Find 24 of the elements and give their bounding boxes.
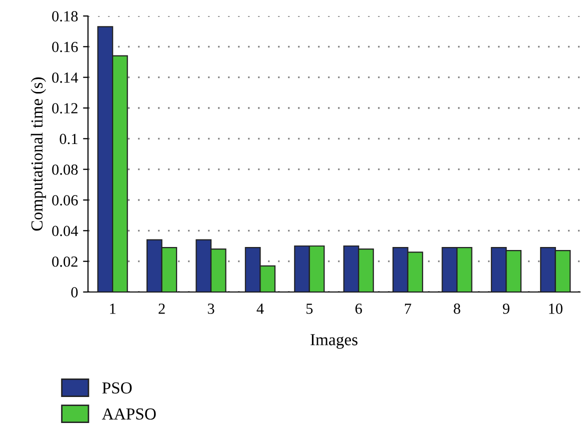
x-tick-label: 8 [454,304,460,314]
y-tick-label: 0.08 [52,164,78,175]
x-tick-label: 9 [502,304,510,314]
legend-label: PSO [102,382,132,394]
x-tick-label: 5 [306,304,313,314]
x-tick-label: 7 [404,304,412,314]
y-tick-label: 0.12 [52,103,78,114]
x-tick-label: 4 [256,304,264,314]
y-axis-title: Computational time (s) [30,77,46,231]
x-axis-title: Images [310,334,358,349]
x-tick-label: 2 [158,304,165,314]
y-tick-label: 0.18 [52,11,78,22]
y-tick-label: 0.02 [52,256,78,267]
y-tick-label: 0.14 [52,72,78,83]
y-tick-label: 0.16 [52,42,78,52]
y-tick-label: 0.06 [52,195,78,206]
x-tick-label: 6 [355,304,362,314]
y-tick-label: 0.1 [60,134,78,144]
x-tick-label: 3 [208,304,214,314]
x-tick-label: 1 [110,304,116,314]
y-tick-label: 0 [71,287,78,298]
y-tick-label: 0.04 [52,226,78,236]
x-tick-label: 10 [549,304,562,314]
legend-label: AAPSO [102,408,156,420]
